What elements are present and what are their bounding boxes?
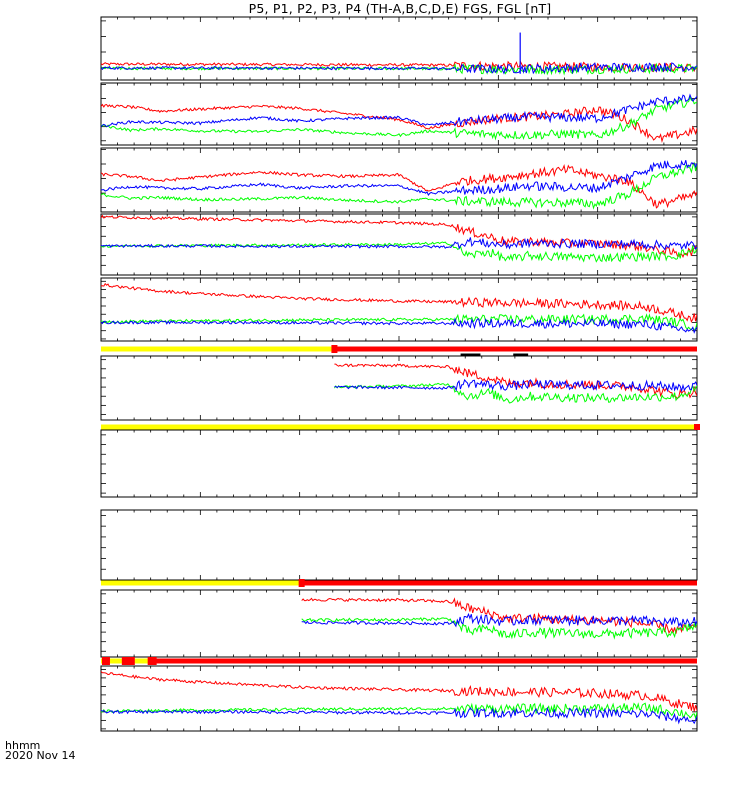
series-group	[101, 160, 697, 210]
series-by	[301, 616, 697, 640]
mode-bar-marker	[148, 657, 157, 665]
panel-frame	[100, 509, 698, 581]
panel-the_fgl_gse	[100, 665, 698, 732]
mode-bar-marker	[694, 424, 700, 430]
date-label: 2020 Nov 14	[5, 749, 76, 762]
panel-thc_fgl_gse	[100, 509, 698, 581]
panel-frame	[100, 665, 698, 732]
mode-bar-marker	[121, 657, 130, 665]
panel-frame	[100, 147, 698, 213]
plot-title: P5, P1, P2, P3, P4 (TH-A,B,C,D,E) FGS, F…	[248, 1, 552, 16]
panel-thb_fgl_gse	[100, 429, 698, 498]
series-group	[101, 214, 697, 263]
series-bz	[101, 164, 697, 209]
mode-bar-marker	[298, 579, 305, 587]
series-bx	[101, 93, 697, 128]
panel-tha_fgs_gse	[100, 16, 698, 84]
series-group	[301, 597, 697, 640]
series-bx	[101, 317, 697, 334]
series-bz	[101, 103, 697, 143]
panel-thb_fgs_gse	[100, 82, 698, 146]
series-group	[101, 93, 697, 143]
series-bx	[301, 612, 697, 629]
panel-frame	[100, 16, 698, 81]
panel-the_fgs_gse	[100, 277, 698, 342]
series-bx	[334, 378, 697, 393]
series-group	[101, 32, 697, 76]
panel-thd_fgs_gse	[100, 213, 698, 276]
panel-thd_fgl_gse	[100, 589, 698, 658]
time-unit-label: hhmm	[5, 739, 41, 752]
series-by	[333, 382, 697, 404]
series-bz	[301, 597, 697, 635]
series-by	[101, 161, 697, 210]
mode-bar-marker	[101, 657, 110, 665]
series-bx	[101, 61, 697, 75]
series-bx	[101, 706, 697, 725]
panel-frame	[100, 589, 698, 658]
mode-bar-marker	[126, 657, 135, 665]
series-group	[101, 671, 697, 725]
series-group	[333, 363, 697, 404]
series-bz	[101, 282, 697, 323]
series-bz	[334, 363, 697, 400]
series-bx	[101, 160, 697, 196]
series-bz	[101, 671, 697, 712]
series-bz	[101, 60, 697, 74]
series-by	[101, 241, 697, 263]
panel-frame	[100, 277, 698, 342]
series-bx	[101, 237, 697, 251]
panel-tha_fgl_gse	[100, 355, 698, 421]
series-group	[101, 282, 697, 334]
series-by	[101, 95, 697, 141]
series-by	[101, 702, 697, 720]
mode-bar-marker	[331, 345, 338, 353]
panel-frame	[100, 429, 698, 498]
panel-thc_fgs_gse	[100, 147, 698, 213]
series-by	[101, 313, 697, 330]
series-bz	[101, 214, 697, 258]
